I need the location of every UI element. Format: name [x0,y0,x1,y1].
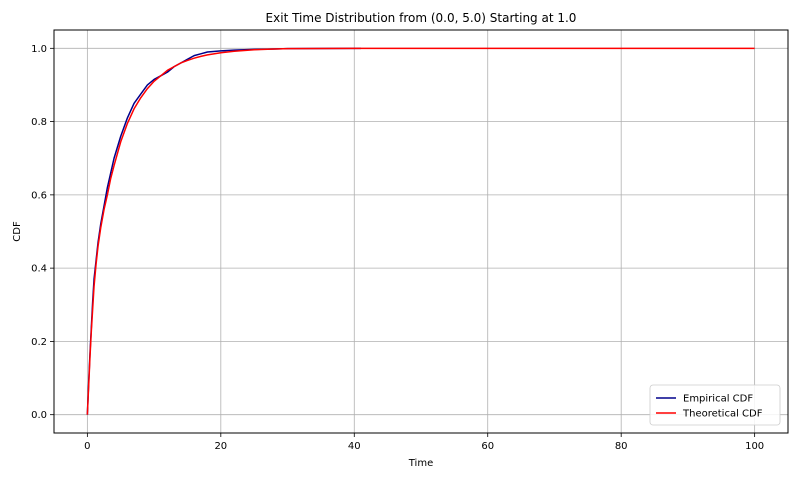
ticks: 0 20 40 60 80 100 0.0 0.2 0.4 0.6 0.8 1.0 [31,44,764,452]
x-tick-label: 60 [481,441,494,452]
x-tick-label: 20 [214,441,227,452]
x-tick-label: 80 [615,441,628,452]
legend-box [649,384,781,426]
y-tick-label: 0.6 [31,190,47,201]
legend-label: Empirical CDF [683,394,753,405]
legend-label: Theoretical CDF [682,409,763,420]
x-tick-label: 100 [745,441,764,452]
x-tick-label: 0 [84,441,90,452]
y-axis-label: CDF [12,221,23,242]
y-tick-label: 0.8 [31,117,47,128]
legend: Empirical CDF Theoretical CDF [649,384,781,426]
chart-title: Exit Time Distribution from (0.0, 5.0) S… [266,11,577,25]
y-tick-label: 0.0 [31,410,47,421]
theoretical-cdf-line [86,47,755,415]
x-axis-label: Time [408,458,433,469]
x-tick-label: 40 [348,441,361,452]
y-tick-label: 0.2 [31,337,47,348]
y-tick-label: 1.0 [31,44,47,55]
series-layer [86,47,755,415]
y-tick-label: 0.4 [31,264,47,275]
plot-frame [53,29,789,434]
